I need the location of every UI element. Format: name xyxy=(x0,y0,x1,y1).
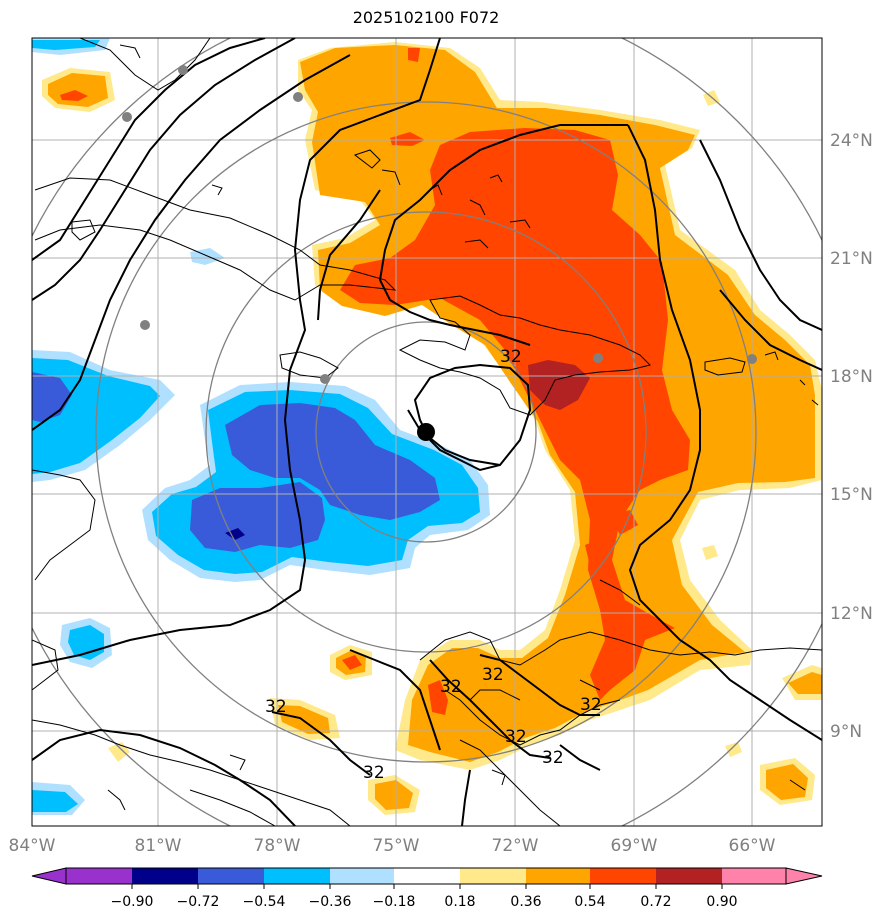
station-marker xyxy=(178,65,188,75)
lat-tick-label: 24°N xyxy=(830,131,873,151)
colorbar: −0.90 −0.72 −0.54 −0.36 −0.18 0.18 0.36 … xyxy=(31,867,823,910)
lon-tick-labels: 84°W 81°W 78°W 75°W 72°W 69°W 66°W xyxy=(9,836,776,856)
negative-anomaly-fill xyxy=(32,38,490,815)
colorbar-segment xyxy=(526,868,590,884)
colorbar-segment xyxy=(722,868,786,884)
height-contours xyxy=(32,38,822,826)
lat-tick-label: 21°N xyxy=(830,249,873,269)
contour-label: 32 xyxy=(542,748,564,768)
lat-tick-labels: 24°N 21°N 18°N 15°N 12°N 9°N xyxy=(830,131,873,742)
grid-lines xyxy=(32,38,822,826)
lat-tick-label: 12°N xyxy=(830,604,873,624)
station-marker xyxy=(320,374,330,384)
station-markers xyxy=(122,65,757,384)
colorbar-segment xyxy=(394,868,460,884)
station-marker xyxy=(293,92,303,102)
lon-tick-label: 66°W xyxy=(729,836,776,856)
contour-label: 32 xyxy=(265,697,287,717)
anomaly-band-0-54 xyxy=(340,128,690,700)
coastlines xyxy=(32,38,822,826)
colorbar-tick-label: −0.90 xyxy=(111,894,154,910)
colorbar-tick-label: 0.18 xyxy=(444,894,475,910)
plot-frame xyxy=(31,37,823,827)
lon-tick-label: 78°W xyxy=(254,836,301,856)
range-rings xyxy=(32,38,822,826)
lat-tick-label: 18°N xyxy=(830,367,873,387)
contour-label: 32 xyxy=(500,347,522,367)
colorbar-segment xyxy=(264,868,330,884)
colorbar-segment xyxy=(460,868,526,884)
map-title: 2025102100 F072 xyxy=(352,8,500,27)
colorbar-tick-label: −0.72 xyxy=(177,894,220,910)
colorbar-segment xyxy=(656,868,722,884)
lon-tick-label: 81°W xyxy=(135,836,182,856)
colorbar-segment xyxy=(590,868,656,884)
colorbar-extend-high xyxy=(785,867,823,885)
station-marker xyxy=(747,354,757,364)
positive-anomaly-fill xyxy=(42,42,822,815)
lon-tick-label: 69°W xyxy=(611,836,658,856)
colorbar-tick-label: 0.72 xyxy=(640,894,671,910)
colorbar-tick-label: −0.54 xyxy=(243,894,286,910)
colorbar-segment xyxy=(330,868,394,884)
contour-label: 32 xyxy=(363,763,385,783)
colorbar-frame xyxy=(65,867,787,885)
anomaly-band-neg-0-54 xyxy=(225,403,440,520)
colorbar-tick-label: −0.36 xyxy=(309,894,352,910)
lat-tick-label: 9°N xyxy=(830,722,862,742)
contour-label: 32 xyxy=(440,677,462,697)
lat-tick-label: 15°N xyxy=(830,485,873,505)
lon-tick-label: 84°W xyxy=(9,836,56,856)
colorbar-segment xyxy=(198,868,264,884)
colorbar-segment xyxy=(132,868,198,884)
contour-label: 32 xyxy=(482,665,504,685)
colorbar-extend-low xyxy=(31,867,67,885)
lon-tick-label: 75°W xyxy=(373,836,420,856)
plot-area: 32 32 32 32 32 32 32 32 xyxy=(32,38,822,826)
station-marker xyxy=(122,112,132,122)
station-marker xyxy=(140,320,150,330)
station-marker xyxy=(593,353,603,363)
colorbar-segment xyxy=(66,868,132,884)
contour-label: 32 xyxy=(505,727,527,747)
colorbar-tick-label: 0.90 xyxy=(706,894,737,910)
colorbar-tick-label: 0.36 xyxy=(510,894,541,910)
colorbar-tick-label: 0.54 xyxy=(574,894,605,910)
storm-center-marker xyxy=(417,423,435,441)
contour-labels: 32 32 32 32 32 32 32 32 xyxy=(265,347,602,783)
anomaly-band-0-72 xyxy=(528,360,590,410)
colorbar-tick-label: −0.18 xyxy=(373,894,416,910)
lon-tick-label: 72°W xyxy=(492,836,539,856)
contour-label: 32 xyxy=(580,695,602,715)
